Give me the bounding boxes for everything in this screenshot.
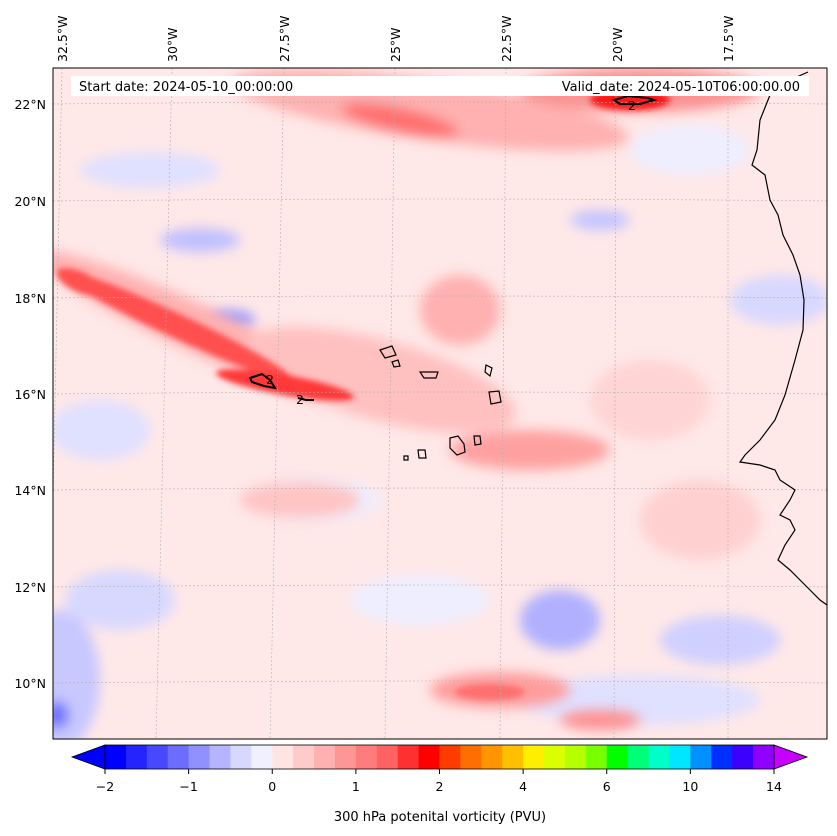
colorbar-cell <box>334 745 357 769</box>
lat-tick-1: 22°N <box>14 97 46 112</box>
colorbar-tick-label: 2 <box>436 779 444 794</box>
colorbar-cell <box>314 745 336 769</box>
colorbar-cell <box>544 745 566 769</box>
colorbar-cell <box>585 745 608 769</box>
colorbar-cell <box>293 745 315 769</box>
colorbar-cell <box>732 745 754 769</box>
colorbar-tick-label: −1 <box>179 779 197 794</box>
lat-tick-3: 18°N <box>14 291 46 306</box>
colorbar-tick-label: 14 <box>766 779 782 794</box>
colorbar-cell <box>209 745 231 769</box>
lon-tick-5: 22.5°W <box>499 16 514 62</box>
colorbar-cell <box>355 745 378 769</box>
map-frame <box>52 67 828 740</box>
lon-tick-2: 30°W <box>165 27 180 62</box>
valid-date-text: Valid_date: 2024-05-10T06:00:00.00 <box>562 80 800 95</box>
colorbar-tick-label: −2 <box>96 779 114 794</box>
colorbar-cell <box>523 745 545 769</box>
colorbar-tick-label: 4 <box>519 779 527 794</box>
colorbar-max-extend <box>773 744 809 770</box>
map-panel: 2 2 2 <box>53 68 827 739</box>
contour-label-3: 2 <box>628 98 636 113</box>
coastline <box>738 71 827 606</box>
colorbar-cell <box>188 745 211 769</box>
colorbar-cell <box>397 745 420 769</box>
colorbar-cell <box>167 745 190 769</box>
colorbar-cell <box>669 745 691 769</box>
lon-tick-1: 32.5°W <box>55 16 70 62</box>
lat-tick-6: 12°N <box>14 580 46 595</box>
colorbar-cell <box>606 745 629 769</box>
lat-tick-4: 16°N <box>14 387 46 402</box>
header-box <box>71 76 809 96</box>
lon-ticks: 32.5°W 30°W 27.5°W 25°W 22.5°W 20°W 17.5… <box>55 16 736 62</box>
colorbar-tick-label: 1 <box>352 779 360 794</box>
colorbar-cell <box>502 745 524 769</box>
colorbar-cell <box>125 745 148 769</box>
lon-tick-7: 17.5°W <box>721 16 736 62</box>
cape-verde-islands <box>379 345 502 461</box>
colorbar-cell <box>481 745 503 769</box>
colorbar-tick-label: 6 <box>603 779 611 794</box>
colorbar-cell <box>439 745 461 769</box>
colorbar-tick-label: 10 <box>682 779 698 794</box>
colorbar-cell <box>418 745 440 769</box>
colorbar-tick-label: 0 <box>268 779 276 794</box>
colorbar-cell <box>690 745 712 769</box>
colorbar-cell <box>564 745 587 769</box>
contour-label-2: 2 <box>296 392 304 407</box>
colorbar-label: 300 hPa potenital vorticity (PVU) <box>334 810 546 825</box>
lon-tick-4: 25°W <box>388 27 403 62</box>
colorbar-cell <box>376 745 399 769</box>
colorbar-cell <box>251 745 273 769</box>
colorbar-cell <box>272 745 294 769</box>
colorbar-cell <box>460 745 482 769</box>
lat-tick-7: 10°N <box>14 676 46 691</box>
colorbar-cell <box>105 745 127 769</box>
lon-tick-6: 20°W <box>610 27 625 62</box>
colorbar-cell <box>146 745 169 769</box>
colorbar-cell <box>627 745 650 769</box>
lat-ticks: 22°N 20°N 18°N 16°N 14°N 12°N 10°N <box>14 97 46 691</box>
colorbar-cell <box>711 745 733 769</box>
colorbar-min-extend <box>70 744 106 770</box>
contour-label-1: 2 <box>266 372 274 387</box>
colorbar-cell <box>648 745 670 769</box>
colorbar: −2 −1 0 1 2 4 6 10 14 300 hPa potenital vorticit… <box>70 744 809 825</box>
colorbar-cell <box>230 745 252 769</box>
lat-tick-2: 20°N <box>14 194 46 209</box>
lat-tick-5: 14°N <box>14 483 46 498</box>
lon-tick-3: 27.5°W <box>277 16 292 62</box>
start-date-text: Start date: 2024-05-10_00:00:00 <box>79 80 293 95</box>
colorbar-cell <box>753 745 775 769</box>
